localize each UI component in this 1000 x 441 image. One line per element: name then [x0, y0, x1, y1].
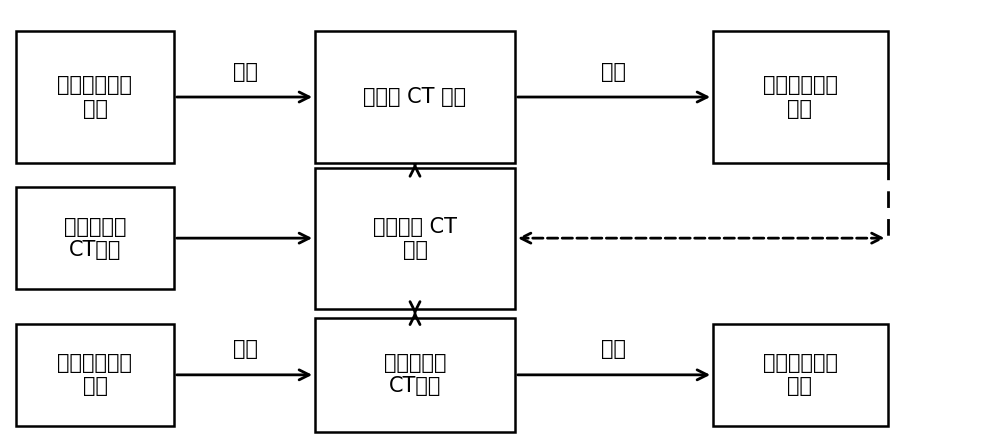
Text: 待分割腹部
CT图像: 待分割腹部 CT图像 — [64, 217, 126, 260]
Text: 形变: 形变 — [602, 62, 626, 82]
FancyBboxPatch shape — [712, 324, 888, 426]
FancyBboxPatch shape — [712, 31, 888, 163]
FancyBboxPatch shape — [315, 31, 515, 163]
FancyBboxPatch shape — [16, 31, 174, 163]
Text: 形变: 形变 — [602, 340, 626, 359]
FancyBboxPatch shape — [16, 187, 174, 289]
FancyBboxPatch shape — [315, 318, 515, 432]
Text: 高分辨率 CT
图像: 高分辨率 CT 图像 — [373, 217, 457, 260]
Text: 肾脏初步分割
结果: 肾脏初步分割 结果 — [763, 75, 838, 119]
Text: 配准: 配准 — [232, 62, 258, 82]
Text: 降采样 CT 图像: 降采样 CT 图像 — [363, 87, 467, 107]
Text: 高分辨率模板
图像: 高分辨率模板 图像 — [58, 353, 132, 396]
Text: 配准: 配准 — [232, 340, 258, 359]
Text: 肾脏精确分割
结果: 肾脏精确分割 结果 — [763, 353, 838, 396]
FancyBboxPatch shape — [16, 324, 174, 426]
Text: 感兴趣区域
CT图像: 感兴趣区域 CT图像 — [384, 353, 446, 396]
FancyBboxPatch shape — [315, 168, 515, 309]
Text: 低分辨率模板
图像: 低分辨率模板 图像 — [58, 75, 132, 119]
